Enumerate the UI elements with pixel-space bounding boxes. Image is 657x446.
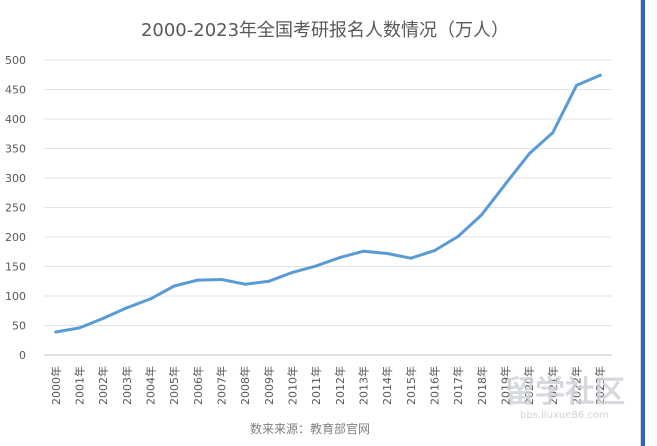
data-point — [314, 264, 318, 268]
series-layer — [54, 73, 602, 334]
y-tick-label: 50 — [12, 320, 26, 333]
x-tick-label: 2015年 — [404, 366, 418, 405]
y-tick-label: 200 — [5, 231, 26, 244]
x-tick-label: 2005年 — [167, 366, 181, 405]
x-tick-label: 2001年 — [73, 366, 87, 405]
x-tick-label: 2013年 — [357, 366, 371, 405]
data-point — [527, 152, 531, 156]
source-note: 数来来源：教育部官网 — [250, 421, 370, 436]
data-point — [125, 306, 129, 310]
data-point — [551, 131, 555, 135]
watermark-url: bbs.liuxue86.com — [520, 410, 609, 421]
y-tick-label: 300 — [5, 172, 26, 185]
x-tick-label: 2014年 — [380, 366, 394, 405]
data-point — [385, 252, 389, 256]
data-point — [267, 279, 271, 283]
window-edge — [641, 0, 645, 446]
x-axis: 2000年 2001年 2002年 2003年 2004年 2005年 2006年 2007年… — [49, 366, 607, 405]
y-tick-label: 100 — [5, 290, 26, 303]
x-tick-label: 2017年 — [451, 366, 465, 405]
data-point — [220, 277, 223, 281]
x-tick-label: 2016年 — [428, 366, 442, 405]
data-point — [101, 316, 105, 320]
x-tick-label: 2023年 — [593, 366, 607, 405]
x-tick-label: 2020年 — [522, 366, 536, 405]
y-tick-label: 400 — [5, 113, 26, 126]
data-point — [504, 182, 507, 186]
y-tick-label: 350 — [5, 143, 26, 156]
y-tick-label: 250 — [5, 202, 26, 215]
data-point — [480, 213, 484, 217]
x-tick-label: 2008年 — [238, 366, 252, 405]
y-axis: 0 50 100 150 200 250 300 350 400 450 500 — [5, 54, 26, 362]
data-point — [338, 256, 342, 260]
x-tick-label: 2018年 — [475, 366, 489, 405]
data-point — [598, 73, 602, 77]
data-point — [433, 249, 436, 253]
y-tick-label: 150 — [5, 261, 26, 274]
x-tick-label: 2003年 — [120, 366, 134, 405]
y-tick-label: 0 — [19, 349, 26, 362]
data-point — [456, 234, 460, 238]
x-tick-label: 2009年 — [262, 366, 276, 405]
data-point — [78, 326, 81, 330]
data-point — [575, 83, 578, 87]
data-point — [196, 278, 200, 282]
x-tick-label: 2006年 — [191, 366, 205, 405]
x-tick-label: 2021年 — [546, 366, 560, 405]
data-point — [243, 282, 247, 286]
x-tick-label: 2007年 — [215, 366, 229, 405]
chart-frame — [640, 0, 641, 446]
chart-title: 2000-2023年全国考研报名人数情况（万人） — [141, 20, 509, 41]
data-point — [291, 270, 294, 274]
x-tick-label: 2019年 — [499, 366, 513, 405]
watermark-logo: 留学社区 — [505, 375, 625, 410]
data-point — [362, 249, 365, 253]
data-point — [149, 297, 152, 301]
x-tick-label: 2000年 — [49, 366, 63, 405]
gridlines — [44, 59, 612, 356]
x-tick-label: 2011年 — [309, 366, 323, 405]
y-tick-label: 500 — [5, 54, 26, 67]
x-tick-label: 2004年 — [144, 366, 158, 405]
data-point — [54, 330, 58, 334]
x-tick-label: 2010年 — [286, 366, 300, 405]
x-tick-label: 2002年 — [96, 366, 110, 405]
x-tick-label: 2012年 — [333, 366, 347, 405]
series-line — [54, 73, 602, 334]
data-point — [409, 256, 413, 260]
data-point — [172, 284, 176, 288]
x-tick-label: 2022年 — [570, 366, 584, 405]
y-tick-label: 450 — [5, 84, 26, 97]
